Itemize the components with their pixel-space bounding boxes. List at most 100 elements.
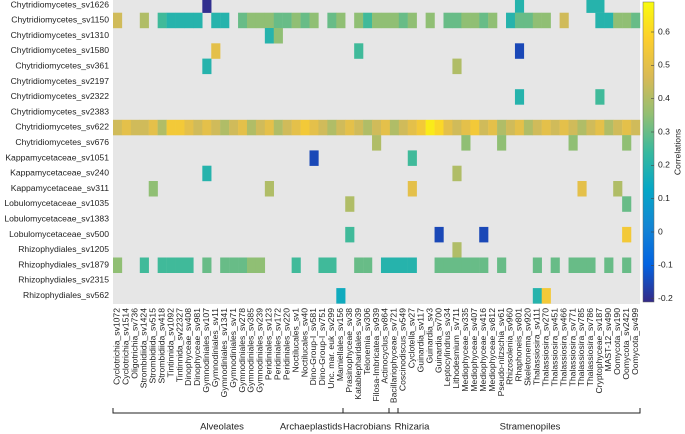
row-label: Chytridiomycetes_sv2197	[11, 76, 110, 86]
heatmap-cell	[336, 12, 346, 29]
heatmap-cell	[452, 12, 462, 29]
heatmap-cell	[613, 119, 623, 136]
heatmap-cell	[309, 12, 319, 29]
heatmap-cell	[157, 12, 167, 29]
colorbar-tick-label: 0.2	[658, 160, 670, 170]
row-label: Chytridiomycetes_sv676	[15, 137, 109, 147]
column-label: Peridiniales_sv220	[281, 308, 291, 380]
heatmap-cell	[291, 12, 301, 29]
heatmap-cell	[622, 12, 632, 29]
colorbar-tick-label: 0.6	[658, 26, 670, 36]
colorbar-tick-label: 0	[658, 226, 663, 236]
heatmap-cell	[488, 119, 498, 136]
heatmap-cell	[220, 119, 230, 136]
row-label: Chytridiomycetes_sv1150	[11, 15, 109, 25]
row-label: Kappamycetaceae_sv240	[10, 168, 109, 178]
heatmap-cell	[416, 119, 426, 136]
heatmap-cell	[613, 12, 623, 29]
column-label: Strombidiida_sv515	[147, 308, 157, 384]
heatmap-cell	[407, 119, 417, 136]
heatmap-cell	[398, 12, 408, 29]
heatmap-cell	[604, 12, 614, 29]
group-label: Alveolates	[200, 422, 244, 433]
column-label: MAST-12_sv490	[603, 308, 613, 372]
column-label: Oomycota_sv190	[612, 308, 622, 375]
column-label: Lithodesmium_sv711	[451, 308, 461, 389]
heatmap-cell	[264, 12, 274, 29]
heatmap-cell	[389, 119, 400, 136]
heatmap-cell	[434, 257, 444, 273]
heatmap-cell	[354, 257, 364, 273]
column-label: Oligotrichia_sv736	[130, 308, 140, 379]
column-label: Strombidiida_sv1424	[139, 308, 149, 388]
heatmap-cell	[211, 12, 221, 29]
heatmap-cell	[586, 257, 596, 273]
heatmap-cell	[354, 119, 364, 136]
heatmap-cell	[443, 119, 453, 136]
column-label: Gymnodiniales_sv278	[237, 308, 247, 393]
column-label: Tintinnida_sv1092	[165, 308, 175, 378]
heatmap-cell	[363, 119, 373, 136]
heatmap-cell	[461, 257, 471, 273]
heatmap-cell	[568, 135, 578, 151]
heatmap-cell	[202, 58, 212, 75]
heatmap-cell	[407, 150, 417, 166]
heatmap-cell	[246, 12, 257, 29]
column-label: Gymnodiniales_sv1341	[219, 308, 229, 398]
colorbar-label: Correlations	[672, 129, 682, 175]
heatmap-cell	[113, 119, 123, 136]
heatmap-cell	[622, 257, 632, 273]
heatmap-cell	[595, 12, 605, 29]
heatmap-cell	[372, 12, 382, 29]
column-label: Dino-Group-I_sv581	[308, 308, 318, 386]
row-label: Rhizophydiales_sv1205	[18, 244, 109, 254]
column-label: Tintinnida_sv22327	[174, 308, 184, 382]
heatmap-cell	[577, 119, 587, 136]
heatmap-cell	[631, 119, 641, 136]
heatmap-cell	[389, 12, 400, 29]
column-label: Guinardia_sv700	[433, 308, 443, 373]
heatmap-cell	[443, 12, 453, 29]
heatmap-cell	[157, 119, 167, 136]
column-label: Mediophyceae_sv335	[460, 308, 470, 392]
column-label: Thalassiosira_sv786	[585, 308, 595, 387]
row-label: Rhizophydiales_sv2315	[18, 275, 109, 285]
heatmap-cell	[514, 89, 525, 105]
heatmap-cell	[604, 119, 614, 136]
heatmap-cell	[300, 119, 310, 136]
heatmap-cell	[380, 12, 391, 29]
heatmap-cell	[229, 257, 239, 273]
heatmap-cell	[479, 257, 489, 273]
heatmap-cell	[622, 226, 632, 243]
heatmap-cell	[193, 12, 203, 29]
heatmap-cell	[148, 119, 158, 136]
heatmap-cell	[541, 119, 551, 136]
heatmap-cell	[559, 12, 569, 29]
colorbar	[642, 1, 655, 303]
colorbar-tick-label: 0.3	[658, 126, 670, 136]
heatmap-cell	[514, 43, 525, 59]
column-label: Thalassiosira_sv451	[549, 308, 559, 387]
heatmap-cell	[336, 288, 346, 304]
heatmap-cell	[291, 119, 301, 136]
heatmap-cell	[541, 288, 551, 304]
heatmap-cell	[514, 12, 525, 29]
group-label: Rhizaria	[395, 422, 431, 433]
heatmap-cell	[380, 257, 391, 273]
heatmap-cell	[425, 12, 435, 29]
column-label: Guinardia_sv117	[415, 308, 425, 373]
column-label: Gymnodiniales_sv239	[255, 308, 265, 393]
heatmap-cell	[425, 119, 435, 136]
colorbar-tick-label: -0.1	[658, 260, 673, 270]
heatmap-cell	[363, 257, 373, 273]
heatmap-cell	[113, 257, 123, 273]
row-label: Chytridiomycetes_sv1580	[11, 45, 110, 55]
heatmap-cell	[121, 119, 132, 136]
heatmap-cell	[318, 257, 328, 273]
heatmap-cell	[497, 257, 507, 273]
column-label: Telonemia_sv306	[362, 308, 372, 375]
heatmap-cell	[202, 0, 212, 13]
heatmap-cell	[443, 257, 453, 273]
heatmap-cell	[452, 242, 462, 258]
